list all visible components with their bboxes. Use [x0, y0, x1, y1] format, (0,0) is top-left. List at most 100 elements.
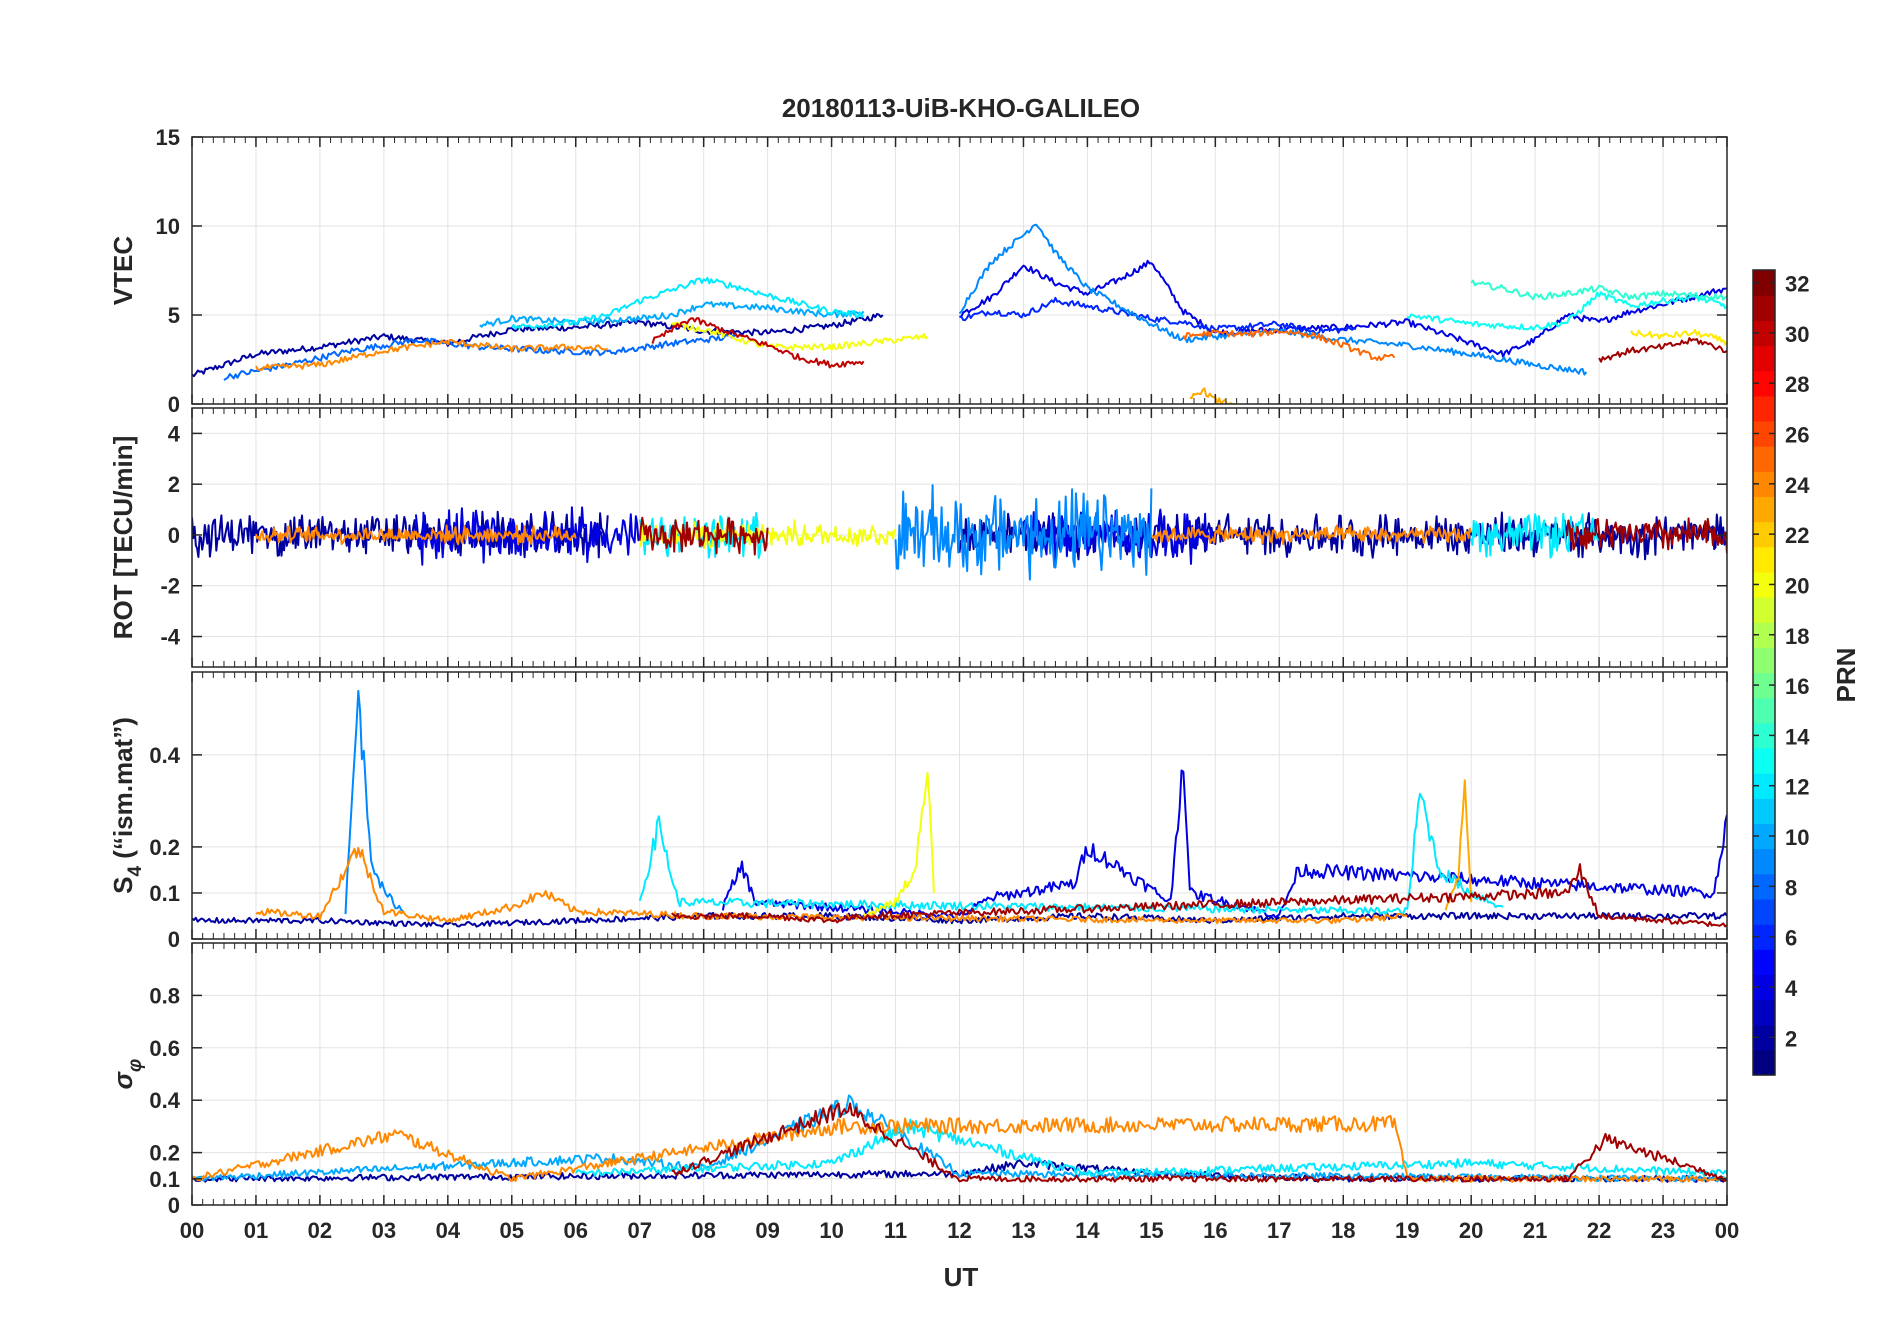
series-line-prn-25 [1182, 328, 1396, 361]
colorbar-tick-label: 14 [1785, 724, 1810, 749]
plot-frame [191, 407, 1728, 668]
x-tick-label: 14 [1075, 1218, 1100, 1243]
colorbar-cell [1753, 446, 1775, 472]
colorbar-cell [1753, 647, 1775, 674]
x-tick-label: 13 [1011, 1218, 1035, 1243]
colorbar-tick-label: 24 [1785, 473, 1810, 498]
plot-frame [191, 942, 1728, 1206]
y-tick-label: 0 [168, 1193, 180, 1218]
colorbar-cell [1753, 270, 1775, 296]
y-tick-label: 15 [156, 125, 180, 150]
x-axis-label: UT [944, 1262, 979, 1292]
colorbar-cell [1753, 546, 1775, 573]
series-line-prn-31 [671, 863, 1727, 928]
ylabel-part: σ [108, 1070, 138, 1089]
y-tick-label: 0 [168, 927, 180, 952]
series-line-prn-31 [638, 516, 1727, 556]
y-axis-label: σφ [108, 1059, 146, 1090]
ylabel-part: S [108, 877, 138, 894]
colorbar-tick-label: 20 [1785, 573, 1809, 598]
colorbar-cell [1753, 873, 1775, 900]
series-line-prn-14 [1470, 279, 1727, 301]
y-tick-label: 0.6 [149, 1036, 180, 1061]
x-tick-label: 07 [627, 1218, 651, 1243]
x-tick-label: 16 [1203, 1218, 1227, 1243]
series-line-prn-13 [1406, 291, 1727, 331]
series-line-prn-2 [192, 911, 1727, 928]
x-tick-label: 19 [1395, 1218, 1419, 1243]
series-line-prn-6 [959, 296, 1357, 335]
colorbar-tick-label: 28 [1785, 372, 1809, 397]
colorbar-tick-label: 12 [1785, 775, 1809, 800]
series-line-prn-20 [670, 321, 929, 352]
x-tick-label: 10 [819, 1218, 843, 1243]
colorbar-cell [1753, 722, 1775, 749]
series-group [192, 689, 1727, 928]
series-line-prn-23 [1189, 387, 1235, 404]
y-axis-label: VTEC [108, 236, 138, 306]
series-line-prn-9 [344, 689, 404, 915]
colorbar-cell [1753, 395, 1775, 422]
series-line-prn-23 [1444, 779, 1473, 911]
series-group [192, 484, 1727, 581]
x-tick-label: 04 [436, 1218, 461, 1243]
colorbar-cell [1753, 1024, 1775, 1051]
series-line-prn-30 [651, 317, 865, 369]
x-tick-label: 11 [884, 1218, 907, 1243]
colorbar-tick-label: 16 [1785, 674, 1809, 699]
colorbar-tick-label: 22 [1785, 523, 1809, 548]
y-tick-label: 4 [168, 421, 181, 446]
x-tick-label: 03 [372, 1218, 396, 1243]
plot-frame [191, 671, 1728, 940]
colorbar-cell [1753, 471, 1775, 498]
colorbar-cell [1753, 949, 1775, 975]
ylabel-subscript: φ [125, 1059, 146, 1072]
plot-frame [191, 136, 1728, 405]
series-group [192, 1094, 1727, 1183]
x-tick-label: 18 [1331, 1218, 1355, 1243]
colorbar-cell [1753, 773, 1775, 799]
series-line-prn-24 [255, 338, 609, 371]
series-line-prn-10 [479, 301, 865, 328]
colorbar-tick-label: 10 [1785, 825, 1809, 850]
x-tick-label: 20 [1459, 1218, 1483, 1243]
y-tick-label: 0.8 [149, 983, 180, 1008]
colorbar-tick-label: 6 [1785, 926, 1797, 951]
panel-rot: -4 -2 0 2 4 ROT [TECU/min] [108, 407, 1728, 668]
y-tick-label: 0.4 [149, 1088, 180, 1113]
y-tick-label: 10 [156, 214, 180, 239]
ylabel-part: (“ism.mat”) [108, 717, 138, 866]
x-tick-label: 02 [308, 1218, 332, 1243]
ylabel-subscript: 4 [125, 866, 146, 877]
x-tick-label: 22 [1587, 1218, 1611, 1243]
series-line-prn-12 [574, 1118, 1727, 1178]
colorbar-cell [1753, 1049, 1775, 1076]
x-tick-label: 17 [1267, 1218, 1291, 1243]
colorbar-cell [1753, 345, 1775, 372]
colorbar-cell [1753, 320, 1775, 347]
colorbar-cell [1753, 622, 1775, 648]
colorbar-cell [1753, 974, 1775, 1001]
y-tick-label: 0.1 [149, 881, 180, 906]
x-tick-label: 09 [755, 1218, 779, 1243]
series-line-prn-12 [510, 276, 865, 330]
series-line-prn-21 [1630, 328, 1727, 346]
colorbar-cell [1753, 823, 1775, 850]
series-line-prn-20 [862, 771, 935, 918]
series-line-prn-4 [721, 769, 1727, 919]
colorbar-cell [1753, 521, 1775, 548]
y-tick-label: 0.4 [149, 743, 180, 768]
colorbar-cell [1753, 571, 1775, 598]
colorbar-cell [1753, 295, 1775, 321]
x-tick-label: 15 [1139, 1218, 1163, 1243]
colorbar-cell [1753, 924, 1775, 950]
series-line-prn-24 [192, 1115, 1727, 1183]
colorbar-tick-label: 32 [1785, 272, 1809, 297]
colorbar-cell [1753, 848, 1775, 875]
colorbar-cell [1753, 597, 1775, 623]
colorbar-cell [1753, 496, 1775, 523]
y-tick-label: 2 [168, 472, 180, 497]
